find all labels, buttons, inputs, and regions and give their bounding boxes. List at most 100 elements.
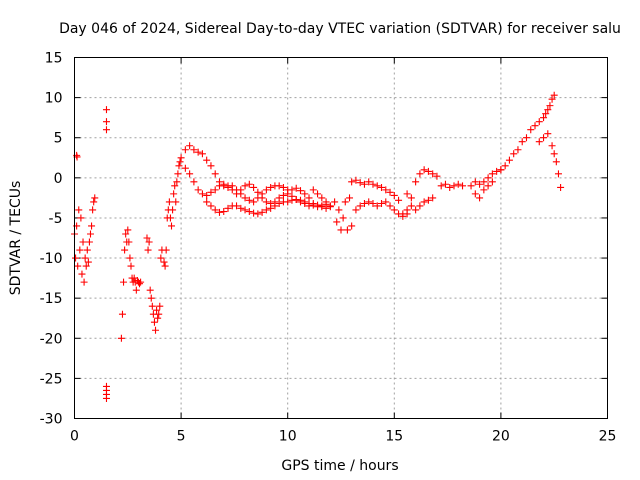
data-point — [510, 150, 518, 158]
data-point — [531, 122, 539, 130]
data-point — [250, 183, 258, 191]
data-point — [90, 198, 98, 206]
y-tick-label: -25 — [40, 371, 63, 387]
data-point — [245, 208, 253, 216]
data-point — [309, 186, 317, 194]
data-point — [143, 234, 151, 242]
data-point — [177, 154, 185, 162]
data-point — [360, 200, 368, 208]
data-point — [546, 102, 554, 110]
data-point — [254, 188, 262, 196]
data-point — [126, 254, 134, 262]
data-point — [301, 190, 309, 198]
data-point — [390, 206, 398, 214]
data-point — [211, 206, 219, 214]
data-point — [390, 191, 398, 199]
data-point — [343, 226, 351, 234]
y-tick-label: -5 — [49, 211, 63, 227]
data-point — [346, 194, 354, 202]
data-point — [352, 206, 360, 214]
data-point — [341, 198, 349, 206]
y-tick-label: -30 — [40, 412, 63, 428]
x-tick-label: 0 — [70, 429, 79, 445]
data-point — [339, 214, 347, 222]
data-point — [203, 198, 211, 206]
data-point — [416, 202, 424, 210]
data-point — [258, 194, 266, 202]
data-point — [493, 167, 501, 175]
data-point — [147, 294, 155, 302]
data-point — [262, 206, 270, 214]
data-point — [220, 180, 228, 188]
data-point — [514, 146, 522, 154]
data-point — [198, 190, 206, 198]
data-point — [348, 222, 356, 230]
data-point — [150, 318, 158, 326]
data-point — [326, 203, 334, 211]
data-point — [335, 206, 343, 214]
data-point — [181, 146, 189, 154]
data-point — [89, 206, 97, 214]
data-point — [161, 262, 169, 270]
data-point — [79, 238, 87, 246]
data-point — [373, 202, 381, 210]
data-point — [522, 134, 530, 142]
data-point — [267, 204, 275, 212]
data-point — [241, 182, 249, 190]
x-tick-label: 10 — [279, 429, 297, 445]
data-point — [333, 218, 341, 226]
data-point — [82, 262, 90, 270]
data-point — [296, 196, 304, 204]
data-point — [535, 138, 543, 146]
x-axis-label: GPS time / hours — [281, 458, 398, 474]
chart-title: Day 046 of 2024, Sidereal Day-to-day VTE… — [59, 21, 621, 37]
data-point — [155, 310, 163, 318]
data-point — [148, 302, 156, 310]
data-point — [88, 222, 96, 230]
data-point — [117, 334, 125, 342]
data-point — [540, 134, 548, 142]
data-point — [83, 246, 91, 254]
data-point — [450, 182, 458, 190]
data-point — [190, 146, 198, 154]
data-point — [544, 130, 552, 138]
data-point — [373, 182, 381, 190]
data-point — [181, 164, 189, 172]
data-point — [190, 178, 198, 186]
data-point — [544, 106, 552, 114]
data-point — [144, 246, 152, 254]
data-point — [173, 178, 181, 186]
data-point — [84, 258, 92, 266]
data-point — [542, 110, 550, 118]
data-point — [262, 186, 270, 194]
data-point — [318, 202, 326, 210]
data-point — [166, 214, 174, 222]
data-point — [125, 238, 133, 246]
data-point — [386, 202, 394, 210]
data-point — [154, 314, 162, 322]
data-point — [488, 170, 496, 178]
data-point — [211, 170, 219, 178]
data-point — [501, 162, 509, 170]
data-point — [102, 106, 110, 114]
data-point — [386, 188, 394, 196]
data-point — [348, 178, 356, 186]
data-points — [71, 91, 565, 402]
data-point — [275, 182, 283, 190]
data-point — [476, 194, 484, 202]
data-point — [318, 194, 326, 202]
data-point — [382, 198, 390, 206]
data-point — [314, 203, 322, 211]
data-point — [118, 310, 126, 318]
data-point — [121, 246, 129, 254]
data-point — [554, 170, 562, 178]
data-point — [480, 178, 488, 186]
data-point — [480, 186, 488, 194]
data-point — [207, 188, 215, 196]
data-point — [146, 286, 154, 294]
data-point — [74, 262, 82, 270]
data-point — [176, 158, 184, 166]
data-point — [301, 198, 309, 206]
data-point — [102, 394, 110, 402]
data-point — [233, 202, 241, 210]
